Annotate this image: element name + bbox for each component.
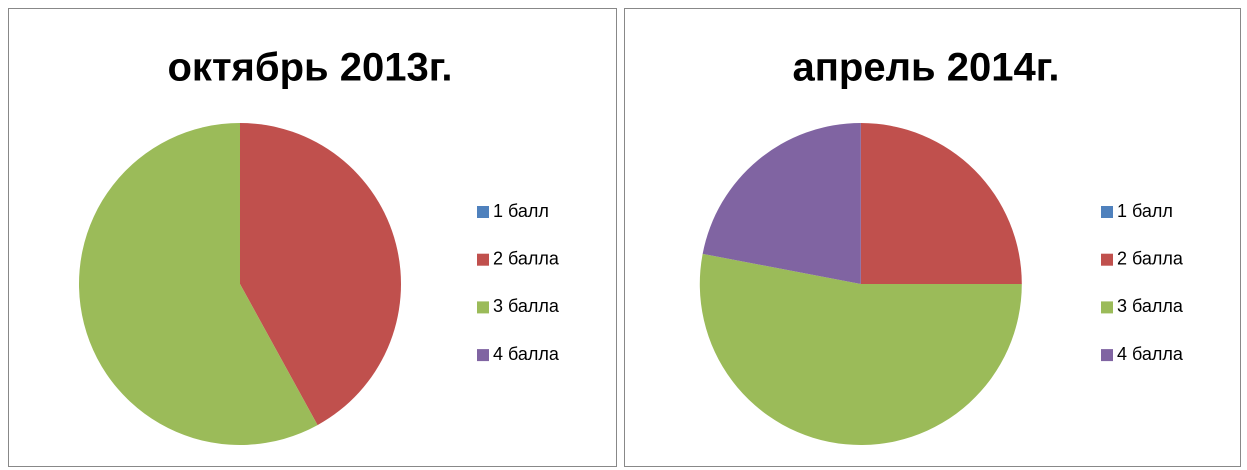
chart-title: апрель 2014г. [793,46,1060,90]
chart-title: октябрь 2013г. [168,46,453,90]
pie-slice [860,123,1022,284]
legend-swatch [1101,206,1113,218]
pie-slice [240,123,402,426]
pie-slice [699,253,1022,445]
legend-swatch [477,206,489,218]
legend-swatch [1101,349,1113,362]
legend-swatch [1101,253,1113,266]
pie-slice [702,123,861,284]
legend-label: 4 балла [1117,344,1184,364]
legend-swatch [477,301,489,314]
legend-label: 1 балл [493,201,549,221]
panel-border [8,8,617,467]
legend-swatch [477,349,489,362]
legend-swatch [1101,301,1113,314]
panel-border [624,8,1241,467]
legend-label: 2 балла [1117,248,1184,268]
legend-swatch [477,253,489,266]
legend-label: 3 балла [1117,296,1184,316]
legend-label: 2 балла [493,248,560,268]
pie-slice [79,123,318,445]
chart-panel: апрель 2014г. 1 балл 2 балла 3 балла 4 балла [624,8,1241,467]
legend-label: 1 балл [1117,201,1173,221]
legend-label: 4 балла [493,344,560,364]
chart-panel: октябрь 2013г. 1 балл 2 балла 3 балла 4 балл… [8,8,617,467]
legend-label: 3 балла [493,296,560,316]
